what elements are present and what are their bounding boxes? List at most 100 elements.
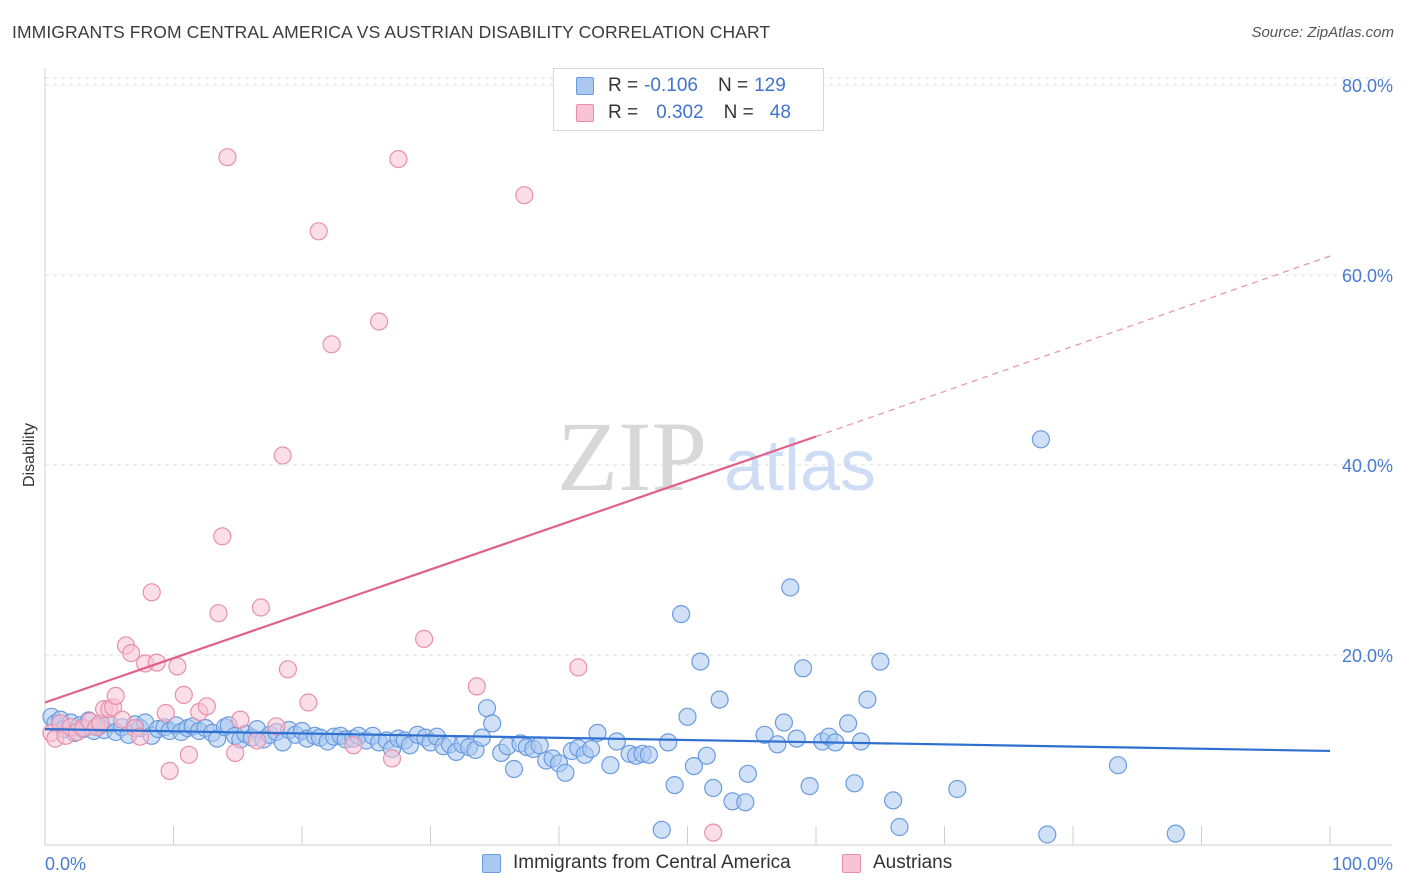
immigrants-point-128 bbox=[1031, 430, 1051, 449]
austrians-point-22 bbox=[156, 703, 175, 723]
immigrants-point-125 bbox=[883, 791, 903, 810]
immigrants-point-114 bbox=[787, 729, 806, 748]
immigrants-point-113 bbox=[781, 578, 800, 597]
austrians-point-45 bbox=[389, 150, 408, 169]
austrians-trend-line bbox=[44, 435, 817, 704]
immigrants-point-115 bbox=[793, 659, 813, 678]
y-tick-label-40: 40.0% bbox=[1342, 456, 1393, 476]
austrians-point-44 bbox=[382, 749, 402, 768]
immigrants-point-103 bbox=[691, 652, 710, 671]
immigrants-trend-line bbox=[44, 728, 1331, 753]
immigrants-point-121 bbox=[845, 774, 864, 793]
immigrants-point-108 bbox=[736, 793, 755, 812]
immigrants-point-77 bbox=[504, 759, 524, 779]
austrians-point-47 bbox=[467, 677, 486, 696]
legend-row-austrians: R = 0.302 N = 48 bbox=[576, 101, 791, 125]
x-tick-label-0: 0.0% bbox=[45, 854, 86, 874]
immigrants-point-91 bbox=[601, 756, 620, 775]
immigrants-point-102 bbox=[684, 756, 704, 776]
legend-n-label: N = bbox=[723, 102, 754, 123]
austrians-point-33 bbox=[231, 710, 250, 729]
immigrants-point-124 bbox=[871, 652, 890, 671]
austrians-point-41 bbox=[322, 335, 341, 354]
legend-swatch-immigrants bbox=[576, 77, 594, 95]
austrians-point-13 bbox=[106, 686, 125, 706]
austrians-point-21 bbox=[147, 653, 166, 672]
immigrants-point-74 bbox=[483, 714, 502, 733]
legend-n-value-austrians: 48 bbox=[769, 102, 791, 123]
bottom-legend-swatch-austrians bbox=[842, 853, 861, 873]
austrians-point-40 bbox=[309, 222, 328, 241]
immigrants-point-109 bbox=[738, 764, 758, 783]
immigrants-point-116 bbox=[800, 776, 819, 796]
immigrants-point-106 bbox=[710, 690, 729, 709]
legend-swatch-austrians bbox=[576, 104, 594, 122]
source-label: Source: ZipAtlas.com bbox=[1251, 24, 1394, 41]
austrians-point-34 bbox=[247, 731, 267, 750]
austrians-point-48 bbox=[515, 186, 534, 205]
watermark-zip: ZIP bbox=[557, 401, 707, 512]
austrians-point-26 bbox=[179, 745, 198, 764]
immigrants-point-110 bbox=[755, 725, 774, 744]
legend-r-value-immigrants: -0.106 bbox=[644, 75, 698, 96]
immigrants-point-101 bbox=[678, 707, 697, 726]
legend: R = -0.106 N = 129 R = 0.302 N = 48 bbox=[553, 68, 824, 131]
immigrants-point-99 bbox=[665, 775, 684, 795]
austrians-point-46 bbox=[415, 629, 434, 649]
immigrants-point-127 bbox=[948, 779, 967, 799]
austrians-point-23 bbox=[160, 761, 179, 781]
watermark-atlas: atlas bbox=[724, 426, 876, 506]
austrians-point-20 bbox=[142, 583, 161, 602]
austrians-point-18 bbox=[131, 727, 150, 746]
austrians-point-32 bbox=[226, 743, 245, 763]
immigrants-point-96 bbox=[639, 745, 659, 764]
immigrants-point-90 bbox=[588, 723, 607, 743]
immigrants-point-92 bbox=[607, 732, 626, 751]
austrians-point-49 bbox=[569, 658, 588, 677]
immigrants-point-123 bbox=[858, 690, 877, 709]
austrians-point-31 bbox=[218, 148, 237, 167]
immigrants-point-85 bbox=[556, 763, 575, 782]
watermark: ZIP atlas bbox=[557, 401, 876, 512]
austrians-point-36 bbox=[267, 717, 286, 736]
immigrants-point-73 bbox=[477, 699, 497, 718]
bottom-legend-label-immigrants: Immigrants from Central America bbox=[513, 852, 791, 873]
austrians-point-16 bbox=[122, 643, 141, 663]
legend-r-label: R = bbox=[608, 75, 639, 96]
austrians-point-28 bbox=[197, 697, 216, 716]
austrians-point-50 bbox=[704, 823, 723, 842]
austrians-point-14 bbox=[112, 710, 132, 729]
austrians-point-37 bbox=[273, 446, 292, 465]
immigrants-point-129 bbox=[1038, 825, 1057, 844]
x-tick-label-100: 100.0% bbox=[1332, 854, 1393, 874]
austrians-point-29 bbox=[209, 604, 228, 623]
series-austrians-points bbox=[42, 148, 723, 842]
bottom-legend-label-austrians: Austrians bbox=[873, 852, 953, 873]
y-tick-label-20: 20.0% bbox=[1342, 646, 1393, 666]
austrians-point-42 bbox=[344, 736, 363, 755]
immigrants-point-120 bbox=[838, 714, 858, 733]
immigrants-point-112 bbox=[774, 713, 794, 732]
immigrants-point-131 bbox=[1166, 824, 1185, 843]
austrians-point-25 bbox=[174, 685, 193, 705]
legend-n-value-immigrants: 129 bbox=[754, 75, 786, 96]
immigrants-point-126 bbox=[890, 817, 909, 837]
austrians-point-35 bbox=[251, 598, 270, 617]
austrians-point-43 bbox=[370, 312, 389, 331]
bottom-legend-austrians: Austrians bbox=[842, 852, 952, 874]
austrians-point-39 bbox=[299, 693, 318, 712]
immigrants-point-122 bbox=[851, 732, 871, 751]
austrians-point-24 bbox=[168, 657, 187, 676]
chart-title: IMMIGRANTS FROM CENTRAL AMERICA VS AUSTR… bbox=[12, 22, 771, 42]
immigrants-point-105 bbox=[704, 778, 723, 798]
legend-n-label: N = bbox=[717, 75, 749, 96]
y-tick-label-60: 60.0% bbox=[1342, 266, 1393, 286]
austrians-point-30 bbox=[213, 527, 232, 546]
legend-row-immigrants: R = -0.106 N = 129 bbox=[576, 74, 786, 98]
immigrants-point-111 bbox=[768, 735, 787, 754]
legend-r-value-austrians: 0.302 bbox=[656, 102, 704, 123]
immigrants-point-100 bbox=[671, 604, 691, 624]
immigrants-point-98 bbox=[659, 733, 678, 752]
bottom-legend-swatch-immigrants bbox=[482, 853, 501, 873]
y-tick-label-80: 80.0% bbox=[1342, 76, 1393, 96]
